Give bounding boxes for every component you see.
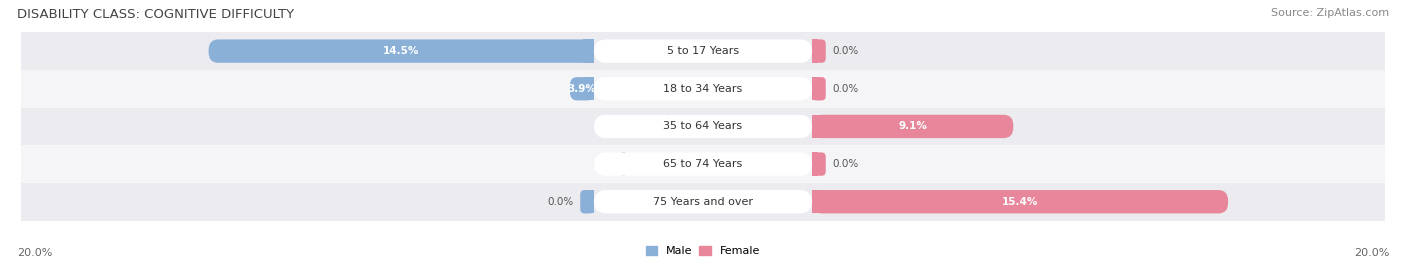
Legend: Male, Female: Male, Female [647, 246, 759, 256]
Text: 75 Years and over: 75 Years and over [652, 197, 754, 207]
FancyBboxPatch shape [813, 115, 1014, 138]
Text: 15.4%: 15.4% [1002, 197, 1038, 207]
Text: DISABILITY CLASS: COGNITIVE DIFFICULTY: DISABILITY CLASS: COGNITIVE DIFFICULTY [17, 8, 294, 21]
Text: 0.0%: 0.0% [832, 84, 859, 94]
Bar [813, 190, 824, 213]
FancyBboxPatch shape [813, 77, 825, 100]
Bar [582, 40, 593, 63]
Bar [21, 32, 1385, 70]
FancyBboxPatch shape [581, 190, 593, 213]
Text: 35 to 64 Years: 35 to 64 Years [664, 121, 742, 132]
Text: 20.0%: 20.0% [1354, 248, 1389, 258]
FancyBboxPatch shape [813, 40, 825, 63]
Text: 0.0%: 0.0% [832, 159, 859, 169]
Bar [588, 190, 593, 213]
FancyBboxPatch shape [813, 190, 1227, 213]
Text: 65 to 74 Years: 65 to 74 Years [664, 159, 742, 169]
Bar [21, 145, 1385, 183]
Bar [668, 115, 669, 138]
FancyBboxPatch shape [813, 153, 825, 176]
Text: 5 to 17 Years: 5 to 17 Years [666, 46, 740, 56]
Text: 9.1%: 9.1% [898, 121, 927, 132]
Bar [585, 77, 593, 100]
FancyBboxPatch shape [208, 40, 593, 63]
FancyBboxPatch shape [593, 115, 813, 138]
FancyBboxPatch shape [569, 77, 593, 100]
Text: 2.4%: 2.4% [593, 159, 621, 169]
Text: 3.9%: 3.9% [568, 84, 596, 94]
FancyBboxPatch shape [621, 153, 624, 176]
Bar [623, 153, 624, 176]
Text: 0.0%: 0.0% [832, 46, 859, 56]
Text: 18 to 34 Years: 18 to 34 Years [664, 84, 742, 94]
Bar [21, 183, 1385, 221]
FancyBboxPatch shape [593, 153, 813, 176]
Bar [21, 70, 1385, 108]
Bar [813, 153, 818, 176]
Text: 14.5%: 14.5% [382, 46, 419, 56]
FancyBboxPatch shape [593, 40, 813, 63]
Text: 20.0%: 20.0% [17, 248, 52, 258]
Bar [813, 115, 824, 138]
Bar [21, 108, 1385, 145]
Text: 0.0%: 0.0% [547, 197, 574, 207]
Text: 1.1%: 1.1% [616, 121, 644, 132]
FancyBboxPatch shape [593, 77, 813, 100]
Text: Source: ZipAtlas.com: Source: ZipAtlas.com [1271, 8, 1389, 18]
FancyBboxPatch shape [593, 190, 813, 213]
Bar [813, 77, 818, 100]
Bar [813, 40, 818, 63]
FancyBboxPatch shape [665, 115, 669, 138]
